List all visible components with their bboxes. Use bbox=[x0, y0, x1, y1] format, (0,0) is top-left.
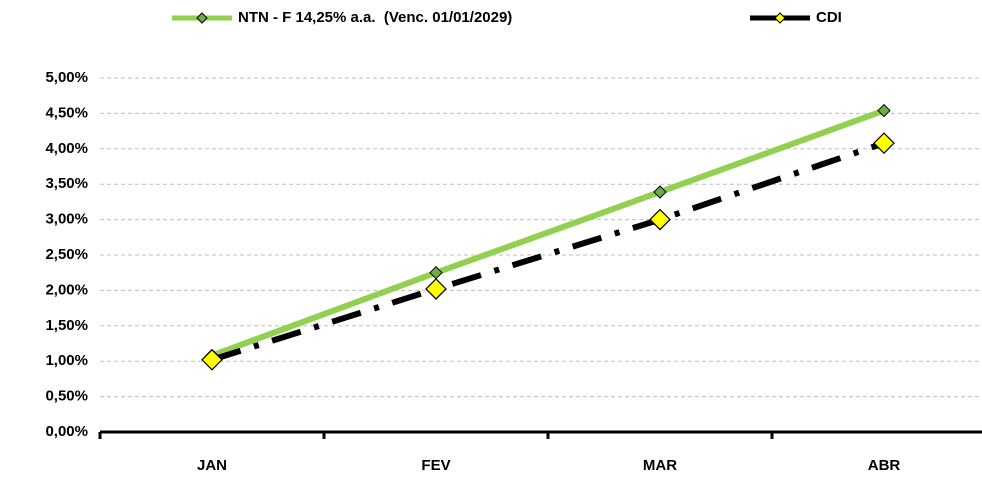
x-tick-label: MAR bbox=[643, 457, 677, 474]
y-tick-label: 1,00% bbox=[45, 352, 88, 369]
y-tick-label: 0,00% bbox=[45, 423, 88, 440]
y-tick-label: 5,00% bbox=[45, 69, 88, 86]
legend-marker bbox=[196, 12, 208, 24]
y-tick-label: 3,50% bbox=[45, 175, 88, 192]
y-tick-label: 3,00% bbox=[45, 211, 88, 228]
data-marker bbox=[877, 103, 891, 118]
data-marker bbox=[425, 278, 447, 300]
series-line bbox=[210, 107, 886, 359]
data-marker bbox=[201, 348, 223, 371]
legend-marker bbox=[774, 12, 786, 24]
y-tick-label: 2,50% bbox=[45, 246, 88, 263]
legend-label: NTN - F 14,25% a.a. (Venc. 01/01/2029) bbox=[238, 9, 512, 26]
x-tick-label: FEV bbox=[421, 457, 450, 474]
y-tick-label: 0,50% bbox=[45, 388, 88, 405]
y-tick-label: 4,00% bbox=[45, 140, 88, 157]
data-marker bbox=[649, 208, 671, 231]
data-marker bbox=[873, 132, 895, 154]
y-tick-label: 4,50% bbox=[45, 104, 88, 121]
x-tick-label: ABR bbox=[868, 457, 901, 474]
legend-label: CDI bbox=[816, 9, 842, 26]
data-marker bbox=[653, 185, 667, 199]
y-tick-label: 2,00% bbox=[45, 281, 88, 298]
y-tick-label: 1,50% bbox=[45, 317, 88, 334]
x-tick-label: JAN bbox=[197, 457, 227, 474]
series-line bbox=[211, 140, 885, 363]
